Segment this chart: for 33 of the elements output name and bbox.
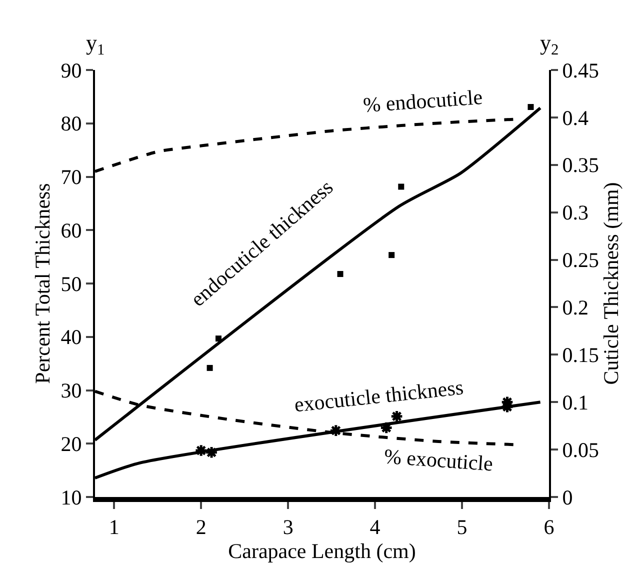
x-tick-label: 1 [108,515,120,540]
x-tick-label: 2 [196,515,206,540]
y2-tick-label: 0.35 [562,153,599,178]
y-tick-label: 70 [60,165,82,190]
y-tick-label: 90 [60,58,82,82]
annotation: exocuticle thickness [293,375,464,417]
x-tick-label: 6 [544,515,554,540]
annotation: % exocuticle [383,444,494,476]
y-tick-label: 20 [60,432,82,456]
y2-tick-label: 0.2 [562,296,588,320]
y2-tick-label: 0.1 [562,390,588,414]
y2-tick-label: 0 [562,485,573,510]
text: y$_{2}$ [540,30,559,59]
x-tick-label: 4 [370,515,381,540]
y2-tick-label: 0.3 [562,200,588,225]
y-tick-label: 10 [60,485,82,510]
y-tick-label: 80 [60,112,82,136]
y2-tick-label: 0.25 [562,248,599,272]
y2-axis-title: Cuticle Thickness (mm) [598,182,623,385]
y-axis-title: Percent Total Thickness [30,183,54,384]
y-tick-label: 60 [60,218,82,242]
x-tick-label: 5 [456,515,468,540]
y-tick-label: 40 [60,325,82,350]
y2-tick-label: 0.05 [562,438,599,462]
y2-tick-label: 0.4 [562,106,589,130]
x-axis-title: Carapace Length (cm) [228,539,416,564]
annotation: % endocuticle [362,84,484,118]
y2-tick-label: 0.45 [562,58,599,82]
y-tick-label: 30 [60,378,82,403]
text: y$_{1}$ [86,30,105,59]
x-tick-label: 3 [282,515,294,540]
y2-tick-label: 0.15 [562,343,599,368]
y-tick-label: 50 [60,272,82,296]
